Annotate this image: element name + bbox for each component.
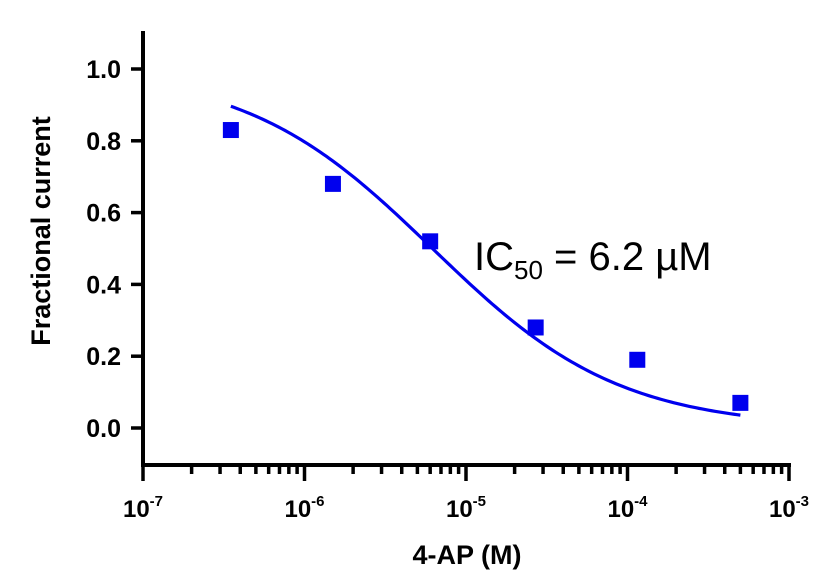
data-point (422, 233, 439, 250)
y-tick-label: 0.4 (86, 271, 121, 299)
data-point (222, 122, 239, 139)
data-point (732, 394, 749, 411)
data-point (527, 319, 544, 336)
y-tick-label: 0.6 (86, 200, 121, 228)
ic50-annotation-value: = 6.2 µM (543, 235, 712, 279)
data-point (629, 351, 646, 368)
y-ticks: 0.0 0.2 0.4 0.6 0.8 1.0 (86, 56, 143, 443)
data-point (324, 175, 341, 192)
x-axis-title: 4-AP (M) (412, 540, 521, 570)
x-tick-label: 10-4 (607, 493, 648, 523)
y-tick-label: 0.0 (86, 415, 121, 443)
y-tick-label: 1.0 (86, 56, 121, 84)
y-tick-label: 0.8 (86, 128, 121, 156)
x-tick-label: 10-6 (284, 493, 324, 523)
ic50-annotation: IC50 = 6.2 µM (474, 235, 712, 285)
fit-curve (230, 104, 741, 417)
ic50-annotation-subscript: 50 (514, 255, 543, 285)
x-tick-label: 10-7 (123, 493, 163, 523)
y-axis-title: Fractional current (26, 116, 56, 346)
y-tick-label: 0.2 (86, 343, 121, 371)
x-tick-label: 10-3 (769, 493, 809, 523)
ic50-annotation-ic: IC (474, 235, 514, 279)
x-ticks: 10-7 10-6 10-5 10-4 10-3 (123, 465, 809, 523)
x-tick-label: 10-5 (446, 493, 486, 523)
data-points (222, 122, 749, 411)
